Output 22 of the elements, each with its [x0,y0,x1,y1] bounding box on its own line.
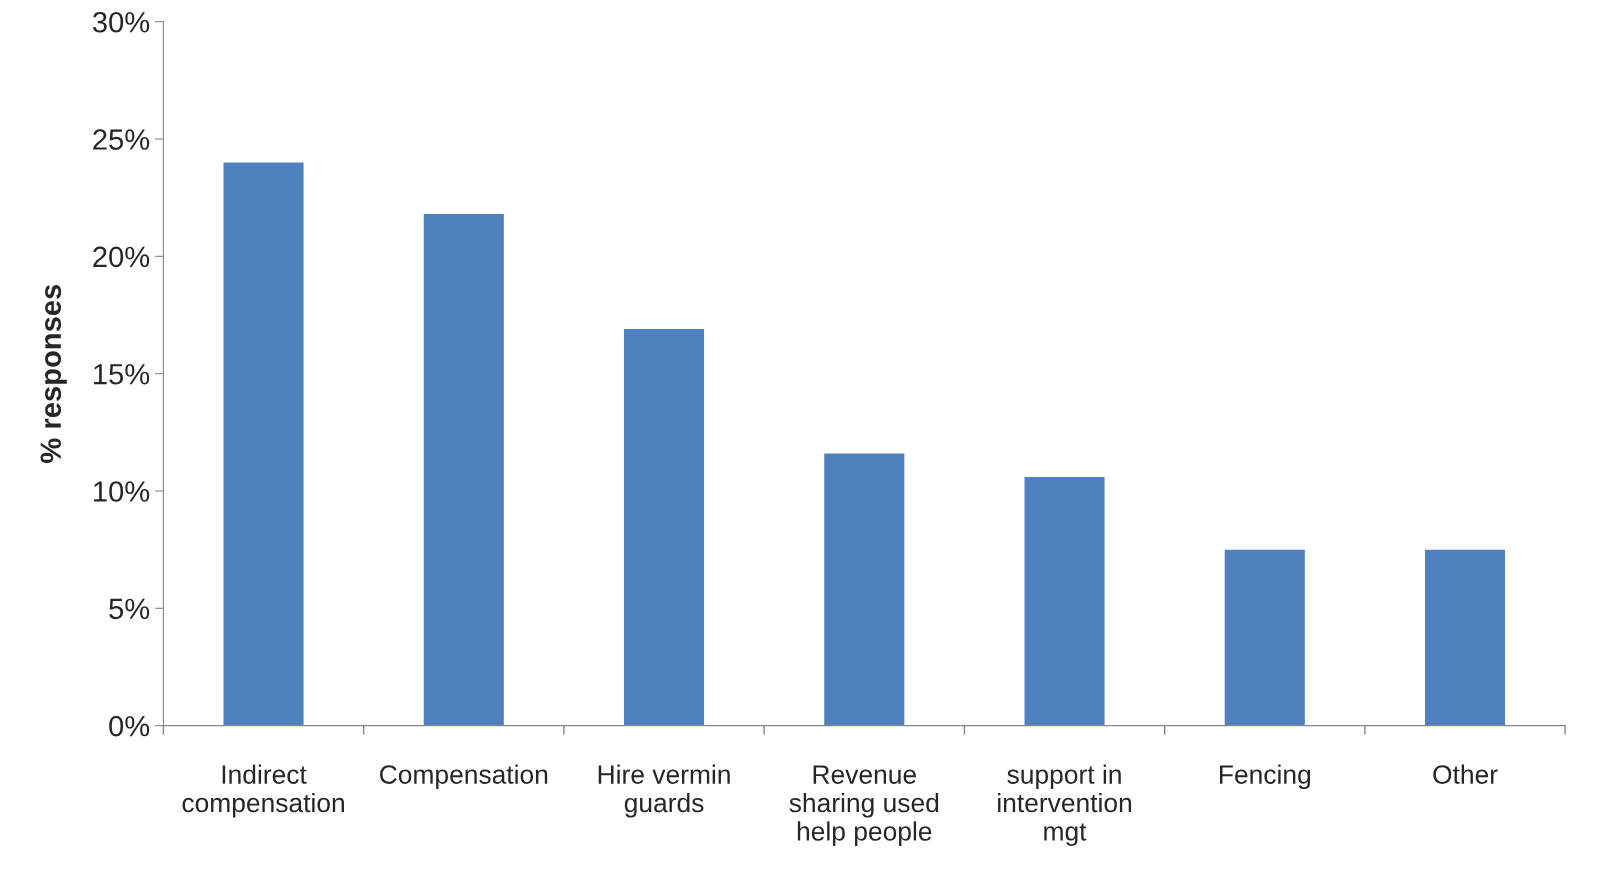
bar [423,214,504,726]
bar [1424,549,1506,726]
y-tick-label: 0% [109,715,150,737]
bar [623,329,705,726]
y-tick-label: 30% [92,11,150,33]
x-tick-label: Other [1433,764,1498,784]
y-tick-label: 20% [93,246,150,268]
x-tick-label: support in intervention mgt [998,764,1132,846]
y-tick-label: 5% [109,598,150,620]
x-tick-label: Indirect compensation [182,764,344,818]
x-tick-label: Hire vermin guards [598,764,730,818]
y-tick-label: 10% [94,481,150,502]
y-tick-label: 25% [93,129,150,150]
bar [1224,549,1305,726]
x-tick-label: Fencing [1220,764,1311,790]
bar [223,162,304,726]
y-tick-label: 15% [94,364,150,385]
x-tick-label: Compensation [380,764,548,790]
y-axis-title: % responses [40,284,67,463]
bar [824,453,905,726]
x-tick-label: Revenue sharing used help people [789,765,939,846]
bar [1024,476,1105,726]
